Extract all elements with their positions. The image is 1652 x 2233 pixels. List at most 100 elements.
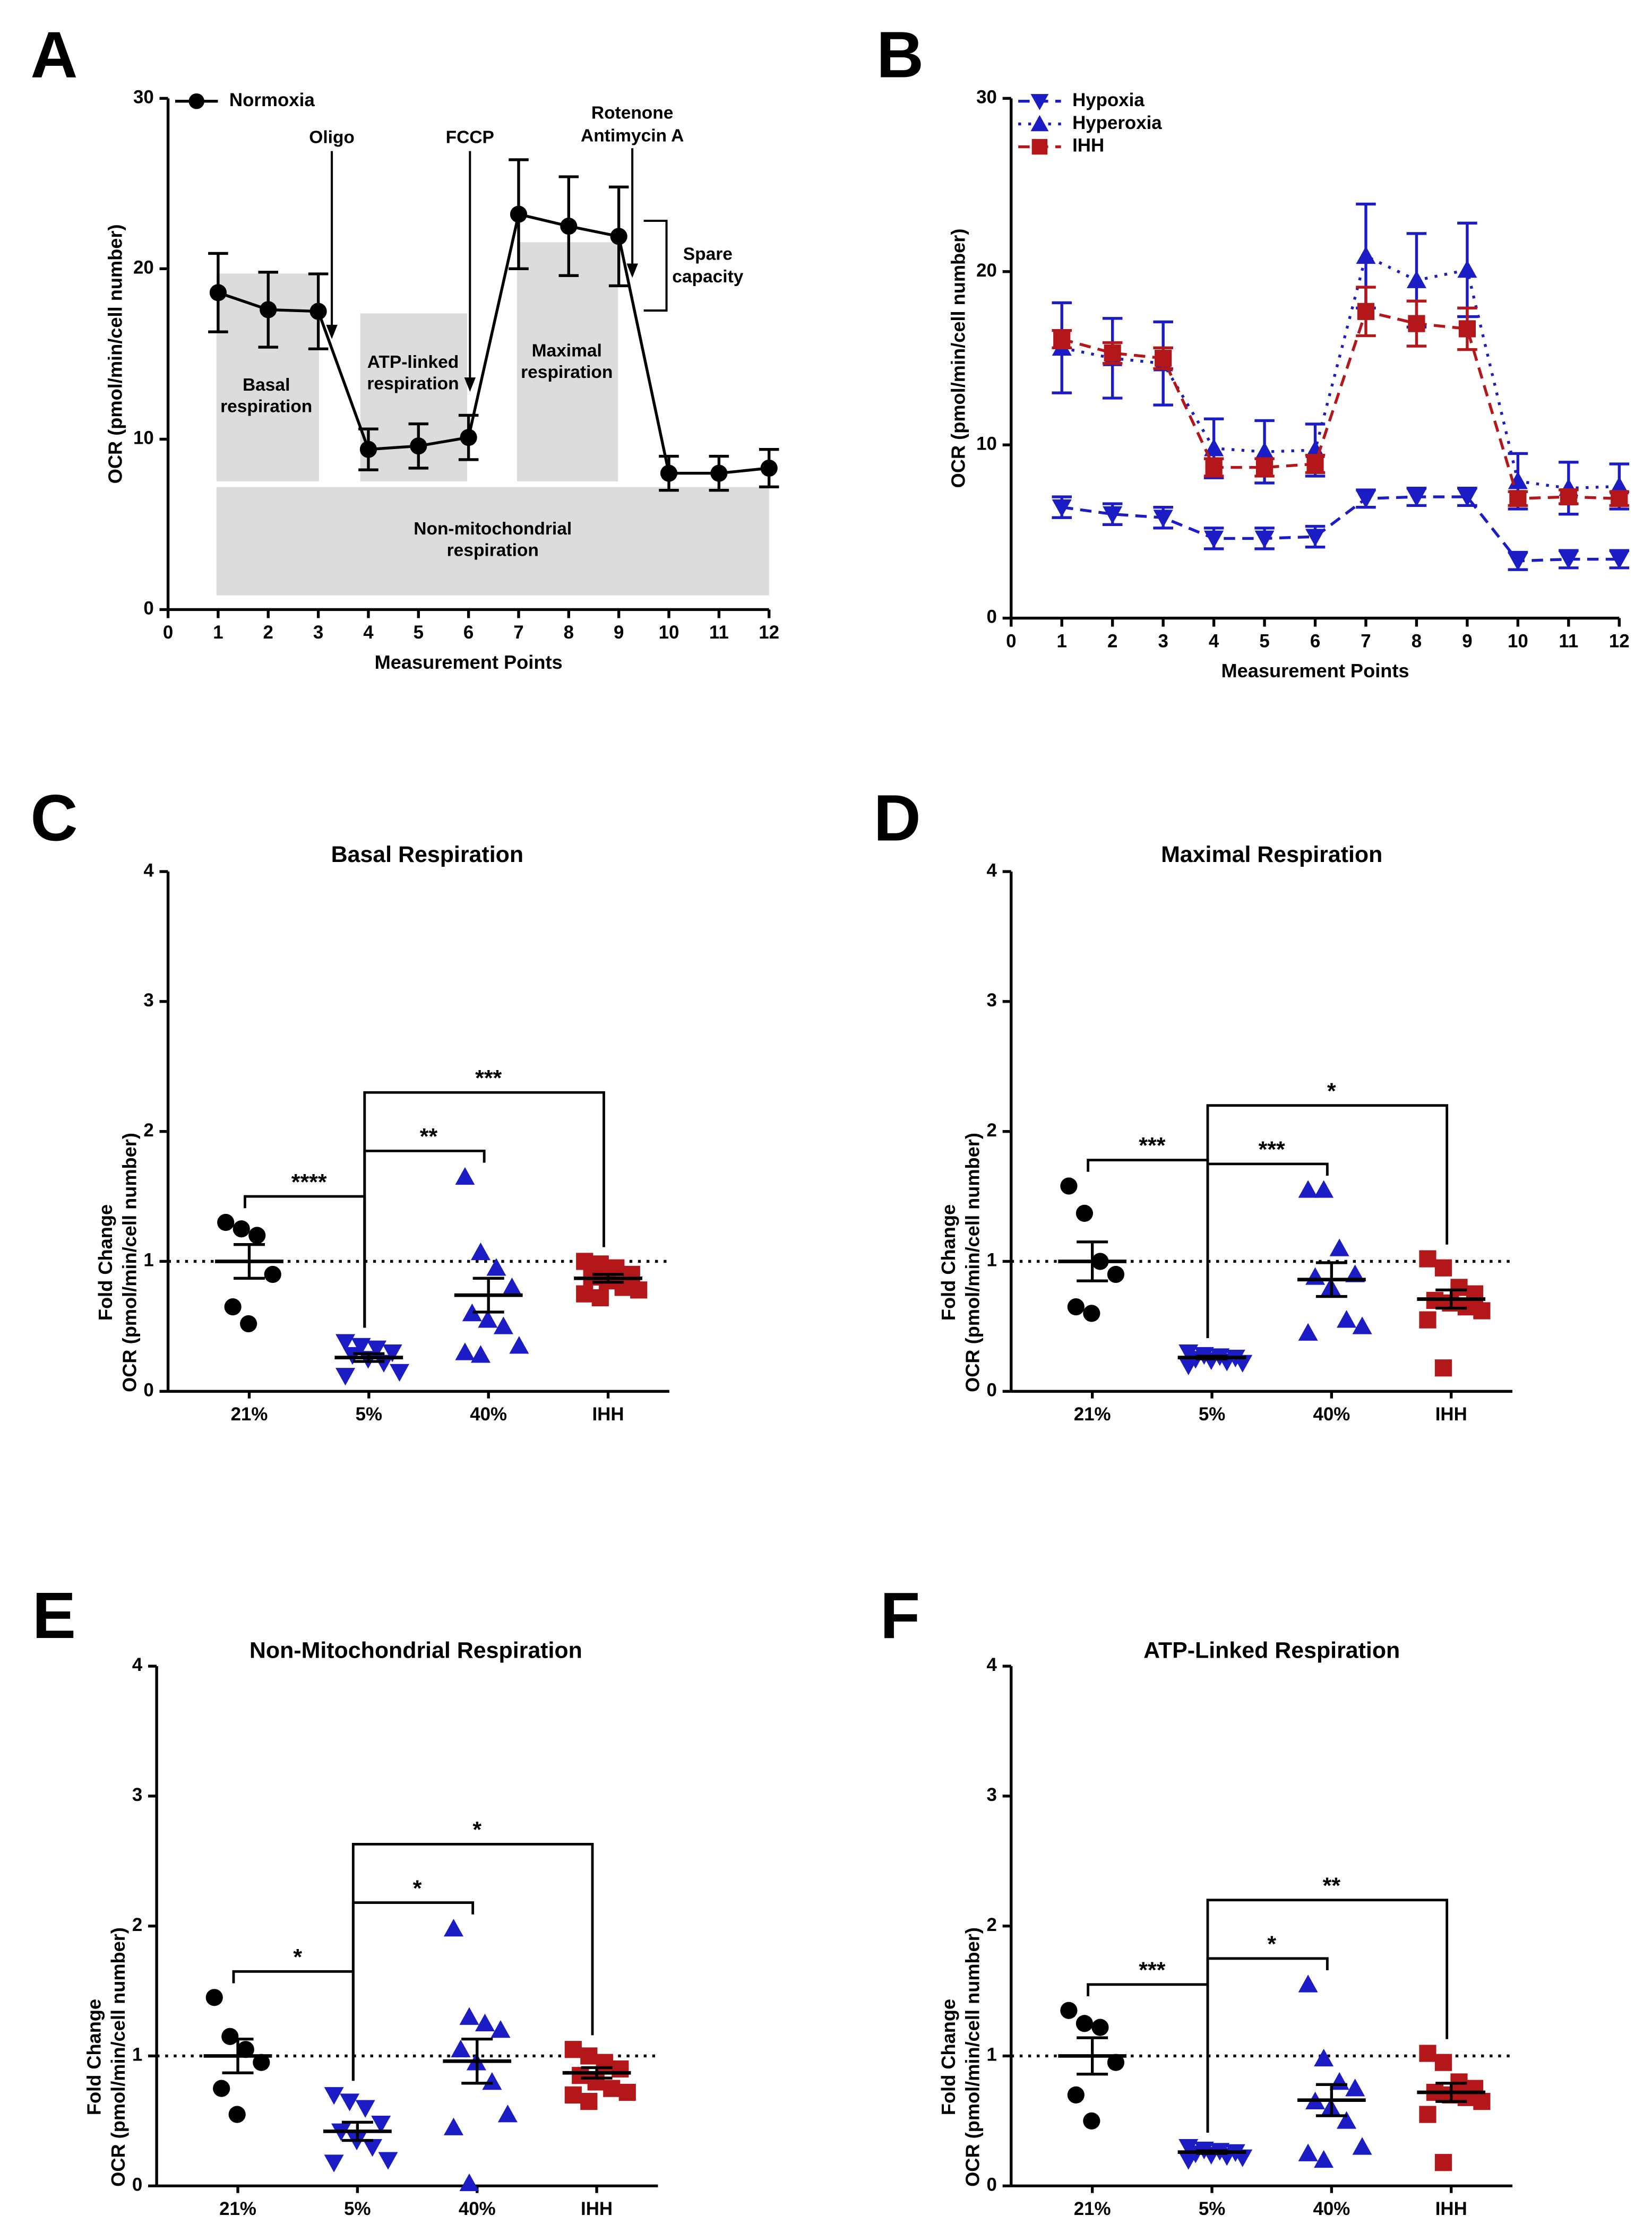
marker [188, 93, 204, 109]
marker [351, 1338, 371, 1356]
marker [1060, 2002, 1078, 2019]
x-tick-label: 21% [231, 1404, 268, 1425]
y-axis-label: OCR (pmol/min/cell number) [962, 1133, 984, 1392]
significance-label: * [1327, 1079, 1336, 1104]
significance-label: *** [475, 1065, 502, 1091]
marker [1178, 1357, 1199, 1375]
marker [1091, 2019, 1109, 2036]
marker [237, 2041, 254, 2058]
marker [233, 1220, 250, 1238]
marker [1107, 1265, 1125, 1283]
significance-bracket [1087, 1983, 1209, 2133]
marker [603, 2080, 621, 2097]
marker [1060, 1177, 1078, 1195]
significance-label: *** [1139, 1958, 1165, 1983]
marker [459, 2173, 479, 2192]
marker [264, 1265, 281, 1283]
x-tick-label: 5% [356, 1404, 382, 1425]
series-line [1061, 254, 1620, 490]
marker [462, 1303, 482, 1322]
marker [486, 1258, 506, 1276]
sem-bar [1196, 2149, 1228, 2155]
marker [478, 1310, 498, 1328]
x-tick-label: 11 [709, 622, 729, 643]
marker [760, 459, 778, 477]
x-tick-label: 12 [759, 622, 779, 643]
x-tick-label: 8 [1412, 631, 1422, 651]
y-tick-label: 1 [143, 1250, 153, 1271]
marker [1255, 459, 1274, 476]
marker [390, 1364, 410, 1382]
x-tick-label: 5 [1259, 631, 1269, 651]
marker [260, 301, 277, 318]
x-tick-label: 5 [414, 622, 424, 643]
significance-label: ** [420, 1124, 438, 1150]
marker [1357, 303, 1375, 320]
marker [1104, 344, 1121, 362]
significance-bracket [1206, 1104, 1449, 1339]
marker [1508, 553, 1528, 571]
x-tick-label: 10 [1508, 631, 1528, 651]
marker [359, 441, 377, 458]
marker [1075, 1204, 1094, 1222]
x-tick-label: 12 [1609, 631, 1630, 651]
marker [371, 2115, 391, 2134]
marker [378, 2152, 398, 2170]
marker [1107, 2054, 1125, 2071]
marker [1352, 1316, 1372, 1334]
marker [1305, 1267, 1326, 1285]
y-tick-label: 0 [132, 2174, 142, 2195]
marker [1314, 2150, 1334, 2168]
y-tick-label: 0 [987, 607, 997, 627]
x-tick-label: IHH [1435, 1404, 1467, 1425]
marker [1305, 529, 1326, 547]
marker [1611, 490, 1628, 507]
shaded-region [216, 487, 769, 596]
shaded-region [360, 313, 467, 481]
marker [1352, 2137, 1372, 2155]
marker [213, 2080, 230, 2097]
y-tick-label: 0 [987, 1380, 997, 1400]
marker [509, 1336, 529, 1354]
y-tick-label: 30 [976, 87, 997, 108]
marker [1434, 1259, 1452, 1277]
sem-bar [472, 1277, 504, 1314]
marker [1052, 499, 1072, 518]
marker [1254, 442, 1275, 460]
marker [1345, 2079, 1365, 2097]
marker [1337, 2111, 1357, 2129]
x-tick-label: 21% [219, 2198, 256, 2219]
marker [502, 1277, 522, 1296]
marker [1155, 349, 1172, 367]
sem-bar [341, 2120, 373, 2142]
marker [1560, 488, 1577, 506]
y-tick-label: 20 [133, 257, 154, 278]
marker [1178, 2152, 1199, 2170]
sem-bar [581, 2066, 613, 2080]
series-line [1061, 495, 1620, 563]
chart-title: ATP-Linked Respiration [1143, 1638, 1400, 1663]
marker [591, 1289, 609, 1307]
sem-bar [1196, 1355, 1228, 1360]
chart-title: Non-Mitochondrial Respiration [249, 1638, 582, 1663]
x-tick-label: 2 [263, 622, 273, 643]
region-label: Basal [243, 375, 290, 395]
y-axis-label: Fold Change [937, 1204, 959, 1321]
marker [1298, 1975, 1318, 1993]
y-tick-label: 2 [987, 1915, 997, 1935]
region-label: respiration [521, 363, 613, 382]
marker [1083, 1305, 1100, 1322]
sem-bar [353, 1352, 385, 1363]
y-tick-label: 0 [987, 2174, 997, 2195]
y-tick-label: 0 [143, 1380, 153, 1400]
x-tick-label: 1 [213, 622, 223, 643]
bracket [643, 220, 668, 312]
significance-bracket [1206, 1899, 1449, 2133]
marker [1314, 1180, 1334, 1198]
marker [455, 1342, 475, 1360]
sem-bar [1077, 2036, 1108, 2076]
significance-label: *** [1139, 1133, 1165, 1159]
panel-letter: A [30, 18, 78, 91]
y-tick-label: 4 [987, 860, 997, 881]
marker [1298, 2143, 1318, 2161]
